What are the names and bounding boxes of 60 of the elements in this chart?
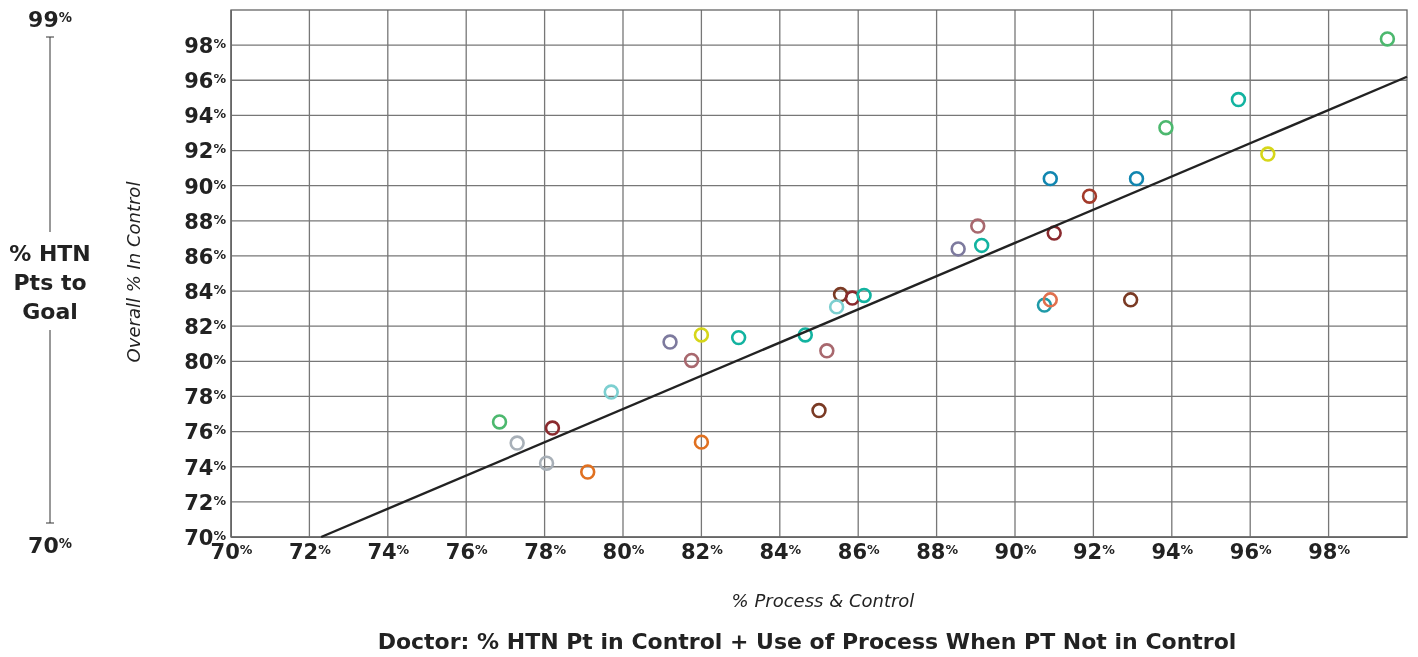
point [509,435,525,451]
y-tick-label: 88$^{%}$ [184,209,227,234]
point [973,237,990,254]
point [1042,292,1059,308]
point [970,218,986,234]
x-tick-label: 96$^{%}$ [1229,540,1272,564]
point [950,241,966,257]
point [1260,146,1276,162]
x-tick-label: 76$^{%}$ [445,540,488,564]
x-tick-label: 90$^{%}$ [994,540,1037,564]
point [603,384,619,400]
point [538,455,555,471]
y-tick-label: 76$^{%}$ [184,420,227,445]
y-tick-label: 86$^{%}$ [184,244,227,269]
point [1158,119,1174,136]
point [819,343,835,359]
point [1128,170,1145,187]
point [1230,91,1247,108]
point [1122,292,1139,308]
point [693,327,710,343]
x-tick-label: 92$^{%}$ [1072,540,1116,564]
x-axis-title: % Process & Control [731,590,915,611]
y-tick-label: 90$^{%}$ [184,174,227,199]
x-tick-label: 74$^{%}$ [367,540,410,564]
y-tick-label: 98$^{%}$ [184,33,227,58]
point [693,434,710,450]
point [856,287,872,304]
y-tick-label: 72$^{%}$ [184,490,227,515]
text: Doctor: % HTN Pt in Control + Use of Process When PT Not in Control [377,629,1237,654]
y-tick-label: 78$^{%}$ [184,385,227,410]
point [491,414,508,430]
x-tick-label: 88$^{%}$ [916,540,959,564]
x-tick-label: 94$^{%}$ [1151,540,1194,564]
text: % HTN Pts to Goal [9,241,91,324]
x-tick-label: 72$^{%}$ [288,540,332,564]
x-tick-label: 98$^{%}$ [1308,540,1351,564]
point [811,402,827,419]
x-tick-label: 84$^{%}$ [759,540,802,564]
x-tick-label: 78$^{%}$ [524,540,567,564]
point [1379,31,1396,47]
point [683,352,700,369]
y-tick-label: 82$^{%}$ [184,315,227,340]
point [828,299,845,315]
y-tick-label: 74$^{%}$ [184,455,227,480]
text: 99$^{%}$ [28,7,72,32]
y-tick-label: 80$^{%}$ [184,350,227,375]
y-axis-title: Overall % In Control [123,181,144,363]
y-tick-label: 92$^{%}$ [184,139,227,164]
x-tick-label: 80$^{%}$ [602,540,645,564]
x-tick-label: 82$^{%}$ [680,540,724,564]
point [579,464,596,480]
y-tick-label: 94$^{%}$ [184,104,227,129]
point [662,334,678,350]
point [1081,188,1098,204]
y-tick-label: 84$^{%}$ [184,279,227,304]
x-tick-label: 86$^{%}$ [837,540,880,564]
point [544,420,561,436]
point [730,329,747,346]
point [1042,170,1059,187]
y-tick-label: 96$^{%}$ [184,69,227,94]
